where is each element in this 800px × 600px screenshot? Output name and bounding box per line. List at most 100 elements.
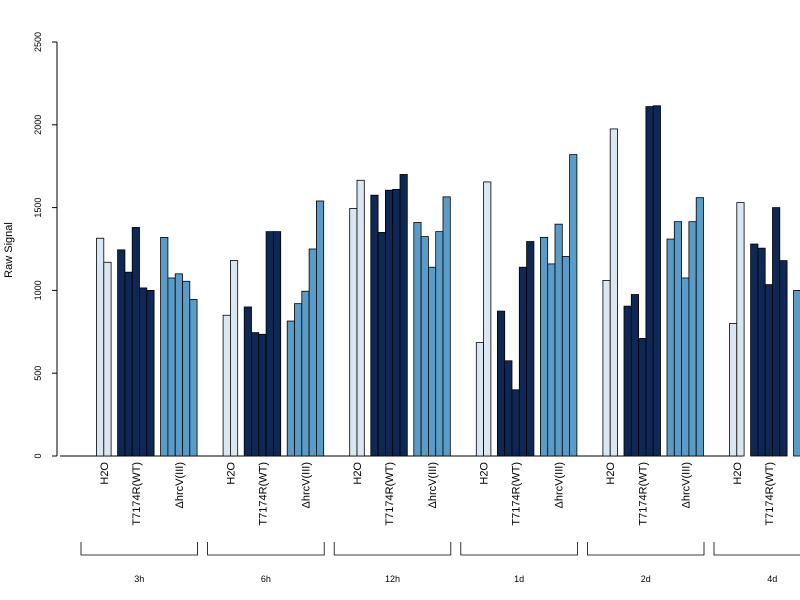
condition-label: H2O — [479, 462, 491, 485]
bar — [793, 289, 800, 457]
bar — [301, 290, 310, 457]
bar — [377, 232, 386, 457]
condition-label: T7174R(WT) — [511, 462, 523, 526]
bar — [160, 237, 169, 457]
condition-labels: H2O T7174R(WT) ΔhrcV(III) H2O T7174R(WT) Δhrc… — [99, 462, 776, 526]
bar — [427, 266, 437, 457]
bar — [222, 314, 231, 457]
condition-label: T7174R(WT) — [764, 462, 776, 526]
condition-label: H2O — [352, 462, 364, 485]
bar — [609, 128, 618, 457]
condition-label: ΔhrcV(III) — [427, 462, 439, 508]
bar — [496, 310, 506, 457]
group-label: 12h — [385, 574, 400, 584]
condition-label: ΔhrcV(III) — [174, 462, 186, 508]
bar — [399, 174, 408, 457]
bar — [673, 221, 682, 457]
y-tick-label: 1000 — [33, 280, 43, 300]
bar — [772, 207, 781, 457]
bar — [96, 237, 105, 457]
bar — [370, 194, 379, 457]
bar — [681, 277, 690, 457]
bar — [174, 273, 183, 457]
bar — [518, 266, 527, 457]
y-tick-label: 1500 — [33, 198, 43, 218]
bar — [547, 263, 556, 457]
bar — [645, 106, 654, 457]
y-tick-label: 500 — [33, 366, 43, 381]
y-axis-label: Raw Signal — [3, 222, 15, 278]
bar — [442, 196, 451, 457]
condition-label: ΔhrcV(III) — [300, 462, 312, 508]
group-bracket — [713, 542, 800, 556]
bar — [561, 256, 570, 457]
bar — [779, 260, 788, 457]
bar — [189, 299, 198, 457]
y-tick-label: 2500 — [33, 32, 43, 52]
bar — [695, 197, 704, 457]
y-axis: 0 500 1000 1500 2000 2500 — [33, 32, 58, 459]
bar — [554, 223, 563, 457]
bar — [602, 280, 611, 457]
group-label: 2d — [641, 574, 651, 584]
condition-label: H2O — [225, 462, 237, 485]
group-bracket — [587, 542, 705, 556]
bar — [638, 338, 647, 457]
bars — [96, 105, 800, 457]
bar — [272, 231, 282, 457]
y-tick-label: 2000 — [33, 115, 43, 135]
bar — [229, 260, 239, 457]
group-label: 1d — [514, 574, 524, 584]
bar — [729, 323, 738, 457]
bar — [117, 249, 126, 457]
condition-label: T7174R(WT) — [257, 462, 269, 526]
condition-label: H2O — [99, 462, 111, 485]
bar — [569, 154, 578, 457]
bar — [146, 289, 155, 457]
bar — [688, 221, 697, 457]
group-label: 4d — [767, 574, 777, 584]
bar — [435, 231, 444, 457]
bar — [294, 303, 303, 457]
condition-label: T7174R(WT) — [637, 462, 649, 526]
bar — [131, 227, 140, 457]
bar — [623, 305, 632, 457]
condition-label: ΔhrcV(III) — [554, 462, 566, 508]
bar — [243, 306, 252, 457]
bar — [483, 181, 492, 457]
bar — [757, 247, 766, 457]
bar — [265, 231, 274, 457]
condition-label: H2O — [732, 462, 744, 485]
group-brackets: 3h6h12h1d2d4d6d — [80, 542, 800, 584]
bar — [666, 238, 675, 457]
bar — [540, 237, 549, 457]
bar — [736, 202, 745, 457]
bar — [356, 179, 365, 457]
bar — [652, 105, 661, 457]
bar — [511, 389, 520, 457]
bar — [315, 200, 325, 457]
bar — [349, 208, 358, 457]
bar — [308, 248, 317, 457]
y-tick-label: 0 — [33, 453, 43, 458]
group-bracket — [207, 542, 325, 556]
bar — [420, 236, 429, 457]
bar — [139, 287, 148, 457]
group-label: 3h — [134, 574, 144, 584]
group-bracket — [80, 542, 198, 556]
bar — [258, 333, 267, 457]
bar — [630, 294, 639, 457]
bar — [764, 284, 773, 457]
bar — [286, 320, 295, 457]
condition-label: T7174R(WT) — [384, 462, 396, 526]
bar — [384, 189, 394, 457]
group-label: 6h — [261, 574, 271, 584]
bar — [124, 271, 133, 457]
bar — [182, 280, 191, 457]
bar — [103, 261, 112, 457]
bar — [251, 332, 260, 457]
bar — [750, 243, 759, 457]
condition-label: T7174R(WT) — [131, 462, 143, 526]
bar — [475, 342, 484, 457]
